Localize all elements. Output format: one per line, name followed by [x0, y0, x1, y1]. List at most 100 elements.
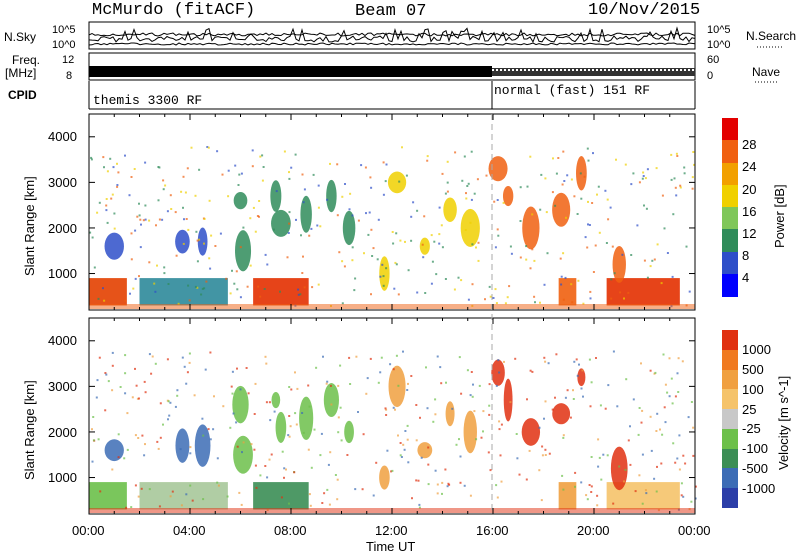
- scatter-point: [337, 384, 340, 387]
- vel-cb-tick-m100: -100: [742, 441, 769, 456]
- scatter-point: [357, 411, 359, 413]
- scatter-point: [158, 218, 161, 221]
- scatter-point: [157, 447, 160, 450]
- scatter-point: [478, 384, 481, 387]
- scatter-point: [663, 227, 666, 230]
- scatter-point: [337, 431, 340, 434]
- scatter-point: [495, 302, 498, 305]
- freq-tick-bottom: 8: [66, 70, 73, 82]
- scatter-point: [424, 292, 427, 294]
- scatter-point: [92, 416, 95, 418]
- scatter-point: [136, 215, 139, 218]
- scatter-patch: [612, 245, 626, 283]
- scatter-point: [563, 180, 566, 182]
- scatter-point: [235, 421, 238, 424]
- scatter-point: [572, 389, 574, 392]
- scatter-point: [470, 150, 473, 153]
- scatter-point: [369, 357, 372, 360]
- scatter-point: [638, 181, 641, 184]
- scatter-point: [619, 291, 622, 294]
- scatter-point: [416, 291, 419, 294]
- scatter-point: [368, 211, 371, 214]
- scatter-point: [624, 163, 627, 166]
- scatter-point: [240, 172, 243, 175]
- scatter-point: [189, 452, 192, 455]
- scatter-point: [476, 178, 479, 181]
- scatter-point: [116, 162, 118, 165]
- scatter-point: [466, 185, 469, 187]
- scatter-point: [336, 214, 339, 217]
- scatter-point: [680, 482, 683, 485]
- scatter-point: [692, 151, 695, 153]
- scatter-point: [92, 439, 95, 442]
- nave-dot: [620, 69, 622, 71]
- scatter-point: [446, 485, 449, 488]
- scatter-point: [674, 395, 677, 398]
- scatter-point: [252, 206, 255, 209]
- power-ytick-3000: 3000: [48, 175, 77, 190]
- scatter-point: [482, 430, 484, 433]
- scatter-point: [357, 219, 360, 222]
- scatter-point: [116, 184, 119, 186]
- scatter-point: [195, 230, 198, 233]
- scatter-point: [463, 484, 466, 487]
- top-panel-traces: [88, 26, 696, 77]
- scatter-point: [317, 184, 320, 187]
- scatter-point: [444, 192, 447, 195]
- nave-dot: [492, 69, 494, 71]
- scatter-point: [591, 202, 594, 204]
- scatter-point: [98, 201, 101, 204]
- scatter-point: [540, 173, 543, 176]
- scatter-point: [148, 219, 151, 222]
- scatter-patch: [502, 185, 514, 207]
- scatter-point: [369, 176, 372, 179]
- scatter-point: [623, 297, 625, 300]
- scatter-point: [177, 302, 180, 305]
- scatter-point: [308, 234, 311, 237]
- scatter-point: [212, 428, 215, 431]
- scatter-point: [184, 191, 187, 194]
- scatter-point: [509, 401, 512, 404]
- vel-cb-tick-100: 100: [742, 382, 764, 397]
- scatter-point: [174, 211, 177, 214]
- scatter-patch: [379, 465, 390, 490]
- scatter-point: [308, 493, 311, 496]
- scatter-point: [458, 438, 460, 441]
- scatter-point: [239, 388, 242, 391]
- scatter-point: [124, 392, 127, 395]
- scatter-point: [519, 220, 522, 222]
- scatter-point: [354, 488, 357, 491]
- scatter-point: [484, 298, 486, 301]
- scatter-point: [185, 218, 188, 220]
- scatter-point: [336, 163, 339, 166]
- scatter-point: [691, 187, 694, 190]
- scatter-patch: [491, 359, 505, 386]
- scatter-point: [132, 287, 135, 290]
- scatter-point: [570, 178, 573, 181]
- scatter-point: [662, 353, 665, 356]
- nave-dot: [616, 69, 618, 71]
- scatter-point: [216, 481, 219, 484]
- scatter-point: [439, 366, 442, 369]
- scatter-point: [91, 460, 94, 463]
- scatter-point: [144, 391, 147, 394]
- scatter-point: [477, 241, 480, 244]
- scatter-point: [320, 432, 323, 435]
- freq-label: Freq.: [12, 53, 41, 67]
- scatter-point: [426, 159, 429, 162]
- scatter-point: [339, 406, 342, 409]
- scatter-point: [589, 297, 592, 300]
- scatter-patch: [175, 229, 190, 254]
- scatter-point: [163, 272, 166, 275]
- scatter-point: [539, 301, 541, 304]
- velocity-ytick-4000: 4000: [48, 333, 77, 348]
- scatter-point: [612, 502, 615, 505]
- scatter-point: [367, 233, 370, 236]
- scatter-point: [529, 155, 532, 158]
- scatter-point: [203, 217, 206, 220]
- scatter-point: [440, 224, 443, 227]
- scatter-point: [241, 451, 243, 454]
- scatter-point: [175, 254, 178, 257]
- scatter-point: [247, 392, 250, 395]
- scatter-patch: [104, 439, 124, 462]
